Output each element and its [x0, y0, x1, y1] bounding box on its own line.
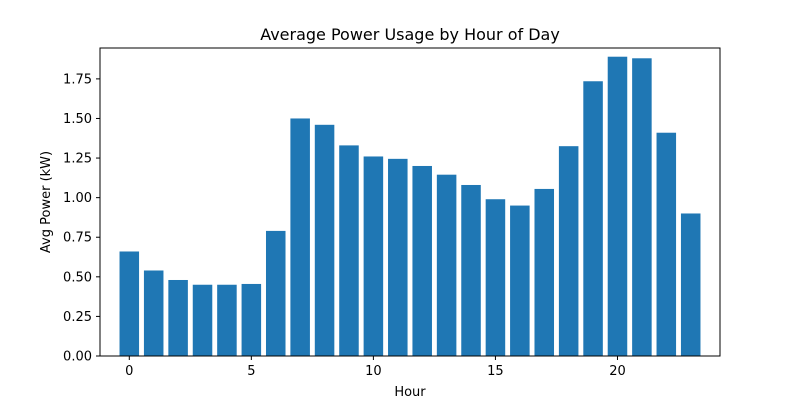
y-tick-label: 0.50 — [63, 270, 92, 285]
bar-hour-4 — [217, 284, 237, 356]
bar-hour-22 — [656, 132, 677, 356]
x-tick-label: 5 — [247, 364, 255, 379]
x-tick-label: 10 — [365, 364, 382, 379]
bar-hour-21 — [632, 58, 652, 356]
bar-hour-2 — [168, 279, 188, 356]
y-tick-label: 0.75 — [63, 231, 92, 246]
y-tick-label: 1.25 — [63, 152, 92, 167]
bar-hour-11 — [388, 158, 408, 356]
x-tick-label: 0 — [125, 364, 133, 379]
bar-hour-16 — [510, 205, 530, 356]
chart-title: Average Power Usage by Hour of Day — [260, 25, 560, 44]
y-tick-label: 1.75 — [63, 72, 92, 87]
bar-hour-5 — [241, 283, 262, 356]
x-tick-label: 15 — [487, 364, 504, 379]
bar-hour-14 — [461, 184, 481, 356]
bar-hour-15 — [485, 199, 506, 356]
bar-hour-1 — [143, 270, 164, 356]
y-axis-label: Avg Power (kW) — [39, 151, 54, 253]
bar-hour-9 — [339, 145, 359, 356]
y-tick-label: 1.50 — [63, 112, 92, 127]
bar-hour-0 — [119, 251, 140, 356]
y-tick-label: 0.25 — [63, 310, 92, 325]
y-tick-label: 0.00 — [63, 350, 92, 365]
x-tick-label: 20 — [609, 364, 626, 379]
bar-hour-10 — [363, 156, 384, 356]
bar-hour-13 — [436, 174, 457, 356]
y-tick-label: 1.00 — [63, 191, 92, 206]
bar-hour-20 — [607, 56, 628, 357]
plot-area: 0 5 10 15 20 0.00 0.25 0.50 0.75 1.00 1.25 1.50 1.75 — [63, 47, 721, 379]
bar-hour-12 — [412, 165, 432, 356]
bar-hour-23 — [680, 213, 701, 356]
bar-hour-19 — [583, 81, 603, 356]
bar-hour-8 — [314, 124, 335, 356]
plot-frame — [99, 47, 721, 357]
bar-hour-3 — [192, 284, 213, 356]
x-axis-label: Hour — [394, 385, 426, 400]
bar-hour-18 — [558, 146, 579, 356]
bar-hour-6 — [265, 230, 286, 356]
bar-hour-7 — [290, 118, 310, 356]
bar-hour-17 — [534, 188, 555, 356]
